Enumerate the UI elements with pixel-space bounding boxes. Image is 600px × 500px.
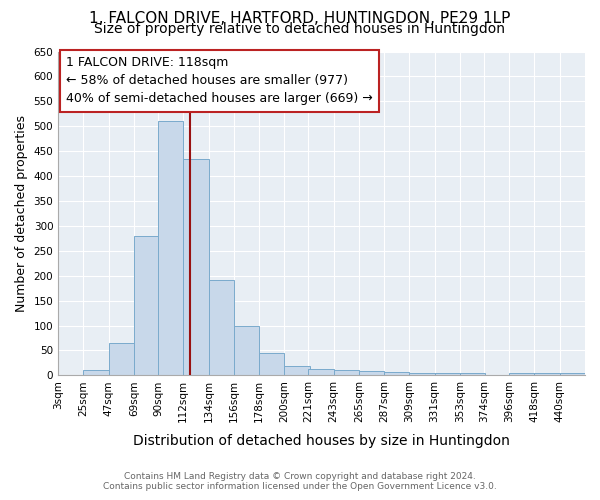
Y-axis label: Number of detached properties: Number of detached properties <box>15 115 28 312</box>
Bar <box>284 366 310 376</box>
Bar <box>183 158 209 376</box>
Bar <box>434 373 460 376</box>
Bar <box>259 353 284 376</box>
Text: 1, FALCON DRIVE, HARTFORD, HUNTINGDON, PE29 1LP: 1, FALCON DRIVE, HARTFORD, HUNTINGDON, P… <box>89 11 511 26</box>
Bar <box>308 370 334 376</box>
Bar <box>509 373 535 376</box>
Bar <box>535 373 560 376</box>
Bar <box>560 373 585 376</box>
Text: Size of property relative to detached houses in Huntingdon: Size of property relative to detached ho… <box>95 22 505 36</box>
Bar <box>409 373 434 376</box>
Text: 1 FALCON DRIVE: 118sqm
← 58% of detached houses are smaller (977)
40% of semi-de: 1 FALCON DRIVE: 118sqm ← 58% of detached… <box>66 56 373 106</box>
Bar <box>334 370 359 376</box>
Bar <box>460 373 485 376</box>
Bar <box>234 326 259 376</box>
X-axis label: Distribution of detached houses by size in Huntingdon: Distribution of detached houses by size … <box>133 434 510 448</box>
Bar <box>359 372 384 376</box>
Bar <box>384 372 409 376</box>
Bar <box>209 280 234 376</box>
Bar <box>134 236 159 376</box>
Bar <box>158 122 183 376</box>
Bar <box>83 370 109 376</box>
Text: Contains HM Land Registry data © Crown copyright and database right 2024.
Contai: Contains HM Land Registry data © Crown c… <box>103 472 497 491</box>
Bar <box>109 343 134 376</box>
